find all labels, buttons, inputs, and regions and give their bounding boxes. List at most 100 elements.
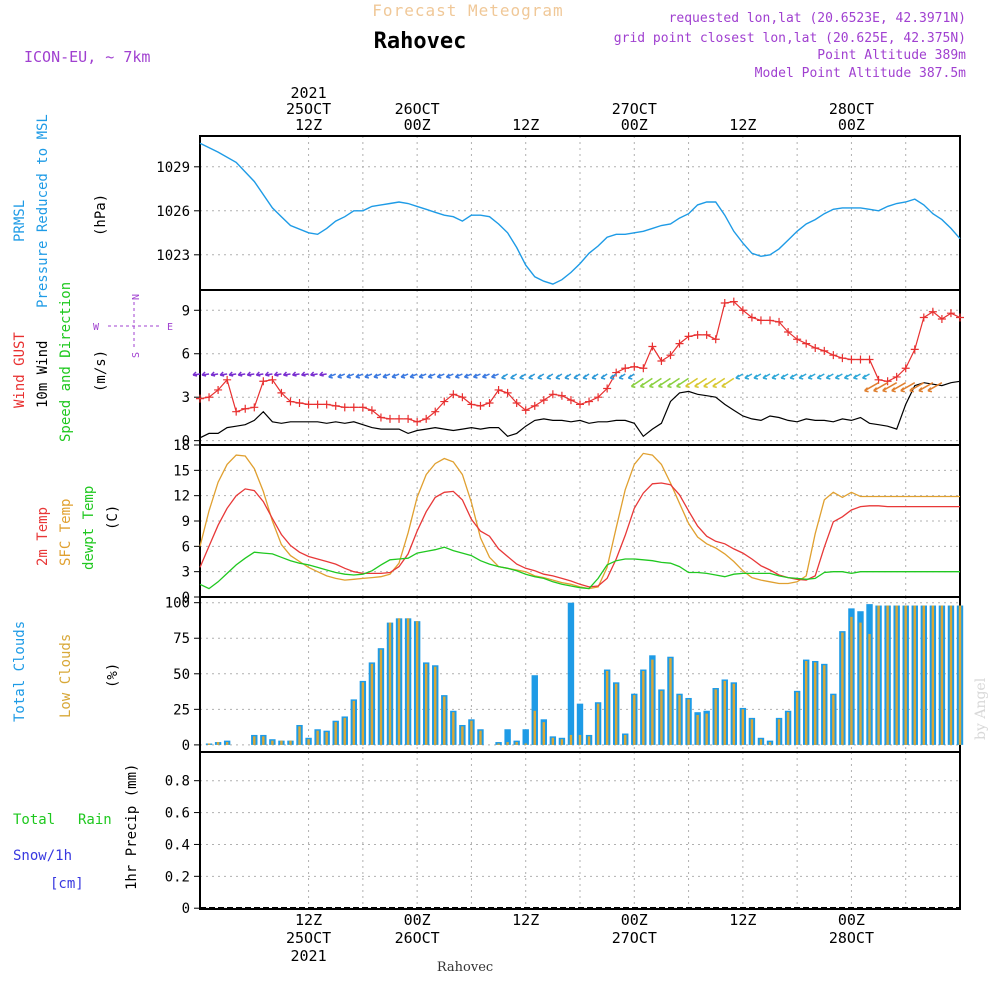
wind-direction-arrow — [519, 373, 527, 380]
wind-direction-arrow — [555, 373, 563, 380]
bottom-time-label: 27OCT — [612, 929, 657, 947]
wind-direction-arrow — [491, 373, 499, 379]
clouds-ytick-label: 100 — [165, 596, 190, 612]
precip-label-snow: Snow/1h — [13, 848, 72, 864]
compass-east: E — [167, 322, 173, 333]
low-cloud-bar — [624, 734, 627, 745]
low-cloud-bar — [596, 703, 600, 745]
low-cloud-bar — [280, 740, 283, 745]
gust-marker — [946, 309, 955, 318]
top-time-label: 27OCT — [612, 100, 657, 118]
wind-direction-arrow — [873, 382, 888, 393]
precip-label-unit: 1hr Precip (mm) — [124, 764, 140, 890]
wind-direction-arrow — [798, 373, 807, 380]
low-cloud-bar — [551, 737, 555, 745]
top-time-label: 12Z — [729, 116, 756, 134]
low-cloud-bar — [841, 632, 844, 745]
wind-direction-arrow — [282, 371, 291, 377]
wind-direction-arrow — [685, 377, 699, 389]
low-cloud-bar — [931, 605, 935, 745]
low-cloud-bar — [415, 621, 419, 745]
low-cloud-bar — [768, 742, 772, 745]
gust-marker — [711, 335, 720, 344]
gust-marker — [566, 396, 575, 405]
gust-marker — [458, 393, 467, 402]
gust-marker — [304, 400, 313, 409]
low-cloud-bar — [804, 660, 808, 745]
wind-direction-arrow — [703, 377, 717, 389]
low-cloud-bar — [515, 742, 518, 745]
model-altitude: Model Point Altitude 387.5m — [755, 66, 966, 81]
gust-marker — [865, 355, 874, 364]
top-time-label: 00Z — [838, 116, 865, 134]
wind-direction-arrow — [744, 373, 753, 380]
low-cloud-bar — [877, 605, 880, 745]
bottom-time-label: 28OCT — [829, 929, 874, 947]
precip-label-rain: Rain — [78, 812, 112, 828]
wind-direction-arrow — [762, 373, 771, 380]
gust-marker — [340, 403, 349, 412]
low-cloud-bar — [687, 699, 690, 745]
clouds-ytick-label: 75 — [173, 631, 190, 647]
low-cloud-bar — [940, 605, 944, 745]
low-cloud-bar — [434, 666, 437, 745]
wind-ytick-label: 3 — [182, 390, 190, 406]
wind-direction-arrow — [864, 382, 879, 393]
wind-direction-arrow — [834, 373, 843, 380]
pressure-panel-labels: PRMSL Pressure Reduced to MSL (hPa) — [12, 114, 109, 308]
gust-marker — [585, 397, 594, 406]
gust-marker — [521, 406, 530, 415]
gust-marker — [376, 413, 385, 422]
wind-direction-arrow — [771, 373, 780, 380]
wind-direction-arrow — [909, 382, 925, 393]
gust-marker — [738, 306, 747, 315]
wind-direction-arrow — [721, 377, 735, 389]
gust-marker — [747, 313, 756, 322]
wind-direction-arrow — [825, 373, 834, 380]
gust-marker — [576, 400, 584, 409]
low-cloud-bar — [298, 726, 301, 745]
precip-ytick-label: 0.4 — [165, 837, 190, 853]
wind-speed-line — [199, 380, 961, 439]
gust-marker — [476, 401, 485, 410]
wind-direction-arrow — [582, 373, 590, 380]
gust-marker — [349, 403, 358, 412]
clouds-label-low: Low Clouds — [58, 634, 74, 718]
gust-marker — [793, 335, 802, 344]
wind-direction-arrow — [409, 373, 418, 379]
low-cloud-bar — [316, 730, 319, 745]
gust-marker — [232, 407, 241, 416]
gust-marker — [766, 316, 774, 325]
wind-direction-arrow — [255, 371, 264, 377]
wind-direction-arrow — [228, 371, 237, 377]
clouds-ytick-label: 25 — [173, 702, 190, 718]
low-cloud-bar — [542, 722, 546, 745]
gust-marker — [756, 316, 765, 325]
low-cloud-bar — [325, 732, 328, 745]
low-cloud-bar — [651, 659, 654, 745]
bottom-time-label: 00Z — [621, 911, 648, 929]
low-cloud-bar — [868, 633, 871, 745]
temp-panel-labels: 2m Temp SFC Temp dewpt Temp (C) — [35, 486, 121, 570]
pressure-frame — [199, 135, 961, 291]
wind-direction-arrow — [537, 373, 545, 380]
wind-direction-arrow — [301, 371, 309, 377]
low-cloud-bar — [705, 713, 708, 745]
precip-label-cm: [cm] — [50, 876, 84, 892]
low-cloud-bar — [850, 616, 853, 745]
temp-ytick-label: 18 — [173, 438, 190, 454]
bottom-time-label: 00Z — [404, 911, 431, 929]
gust-marker — [413, 417, 422, 426]
temp-ytick-label: 9 — [182, 514, 190, 530]
product-title: Forecast Meteogram — [372, 1, 563, 20]
wind-direction-arrow — [510, 373, 518, 380]
wind-direction-arrow — [852, 373, 861, 380]
gust-marker — [802, 339, 811, 348]
low-cloud-bar — [633, 695, 636, 745]
low-cloud-bar — [922, 605, 926, 745]
gust-marker — [838, 354, 847, 363]
wind-direction-arrow — [694, 377, 708, 389]
gust-marker — [539, 396, 548, 405]
low-cloud-bar — [262, 736, 265, 745]
low-cloud-bar — [859, 622, 862, 745]
